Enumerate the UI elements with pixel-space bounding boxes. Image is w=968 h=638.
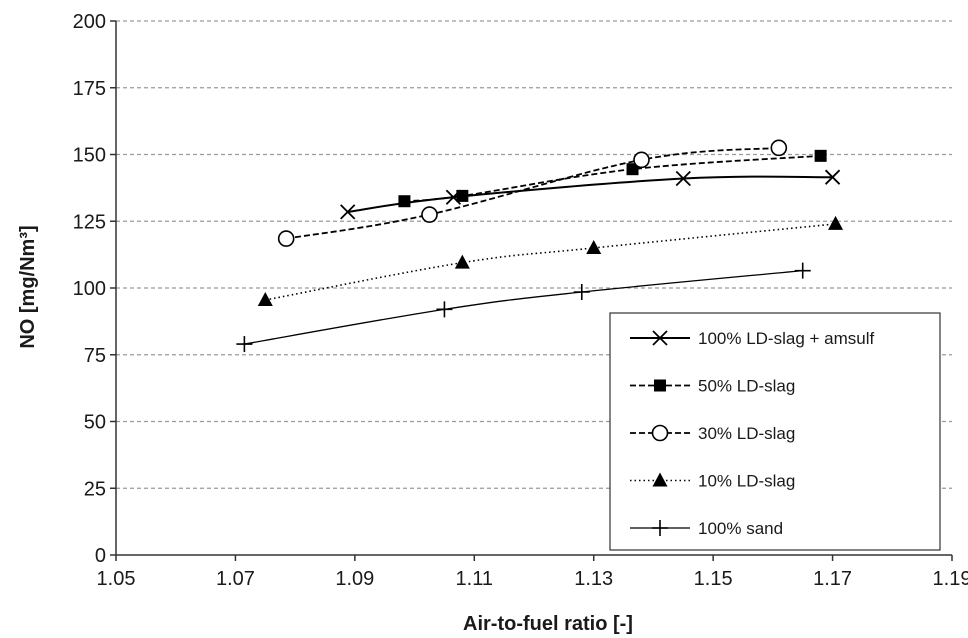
- x-tick-label: 1.15: [694, 568, 733, 590]
- series-1: [398, 150, 826, 207]
- legend-marker: [653, 426, 668, 441]
- y-tick-label: 200: [73, 11, 106, 33]
- y-tick-label: 150: [73, 145, 106, 167]
- y-tick-label: 75: [84, 345, 106, 367]
- series-line: [286, 148, 779, 239]
- y-tick-label: 0: [95, 545, 106, 567]
- data-point: [795, 263, 811, 279]
- x-tick-label: 1.13: [574, 568, 613, 590]
- series-line: [348, 177, 833, 212]
- legend-label: 30% LD-slag: [698, 424, 795, 443]
- data-point: [398, 195, 410, 207]
- x-tick-label: 1.07: [216, 568, 255, 590]
- x-tick-label: 1.11: [456, 568, 493, 590]
- data-point: [279, 231, 294, 246]
- legend-marker: [654, 380, 666, 392]
- x-axis-title: Air-to-fuel ratio [-]: [463, 613, 633, 635]
- legend: 100% LD-slag + amsulf 50% LD-slag 30% LD-s…: [610, 313, 940, 550]
- y-tick-label: 100: [73, 278, 106, 300]
- legend-label: 50% LD-slag: [698, 377, 795, 396]
- data-point: [828, 216, 843, 230]
- x-tick-label: 1.05: [97, 568, 136, 590]
- data-point: [574, 284, 590, 300]
- data-point: [634, 152, 649, 167]
- x-tick-label: 1.19: [933, 568, 968, 590]
- x-tick-label: 1.09: [335, 568, 374, 590]
- legend-label: 100% LD-slag + amsulf: [698, 329, 875, 348]
- y-tick-label: 125: [73, 211, 106, 233]
- y-tick-label: 50: [84, 412, 106, 434]
- data-point: [455, 255, 470, 269]
- series-0: [341, 170, 840, 219]
- series-2: [279, 140, 787, 246]
- legend-entry: 100% LD-slag + amsulf: [630, 329, 875, 348]
- x-tick-label: 1.17: [813, 568, 852, 590]
- y-tick-label: 25: [84, 478, 106, 500]
- legend-label: 100% sand: [698, 519, 783, 538]
- y-tick-label: 175: [73, 78, 106, 100]
- data-point: [771, 140, 786, 155]
- data-point: [436, 301, 452, 317]
- series-3: [258, 216, 843, 306]
- data-point: [815, 150, 827, 162]
- data-point: [236, 336, 252, 352]
- y-axis-title: NO [mg/Nm³]: [17, 225, 39, 348]
- legend-label: 10% LD-slag: [698, 472, 795, 491]
- data-point: [456, 190, 468, 202]
- data-point: [422, 207, 437, 222]
- series-line: [265, 224, 835, 300]
